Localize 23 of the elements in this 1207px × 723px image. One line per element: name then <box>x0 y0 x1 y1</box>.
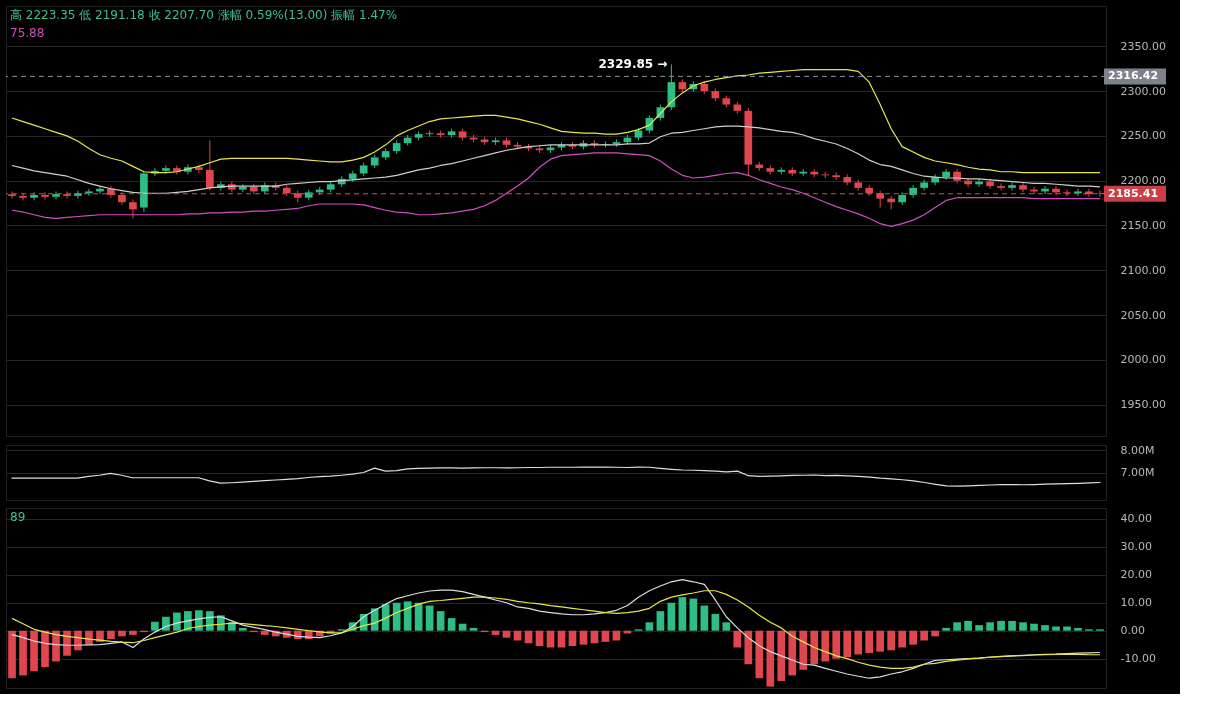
y-tick-label: 2000.00 <box>1120 353 1166 367</box>
y-tick-label: 20.00 <box>1120 568 1152 582</box>
y-tick-label: 1950.00 <box>1120 398 1166 412</box>
y-tick-label: 40.00 <box>1120 512 1152 526</box>
y-tick-label: 2200.00 <box>1120 174 1166 188</box>
y-tick-label: 8.00M <box>1120 443 1155 457</box>
y-tick-label: 7.00M <box>1120 466 1155 480</box>
annotation: 75.88 <box>10 26 45 40</box>
y-tick-label: 2050.00 <box>1120 308 1166 322</box>
y-tick-label: 2350.00 <box>1120 39 1166 53</box>
y-tick-label: 2100.00 <box>1120 263 1166 277</box>
y-tick-label: 2300.00 <box>1120 84 1166 98</box>
y-tick-label: 0.00 <box>1120 624 1145 638</box>
y-tick-label: -10.00 <box>1120 652 1156 666</box>
y-tick-label: 30.00 <box>1120 540 1152 554</box>
ref-line-label: 2316.42 <box>1108 69 1159 83</box>
y-tick-label: 10.00 <box>1120 596 1152 610</box>
y-tick-label: 2250.00 <box>1120 129 1166 143</box>
ref-line-label: 2185.41 <box>1108 186 1159 200</box>
annotation: 高 2223.35 低 2191.18 收 2207.70 涨幅 0.59%(13.00) 振幅 1.47% <box>10 8 398 22</box>
annotation: 89 <box>10 510 26 524</box>
annotation: 2329.85 → <box>598 57 668 72</box>
y-tick-label: 2150.00 <box>1120 218 1166 232</box>
